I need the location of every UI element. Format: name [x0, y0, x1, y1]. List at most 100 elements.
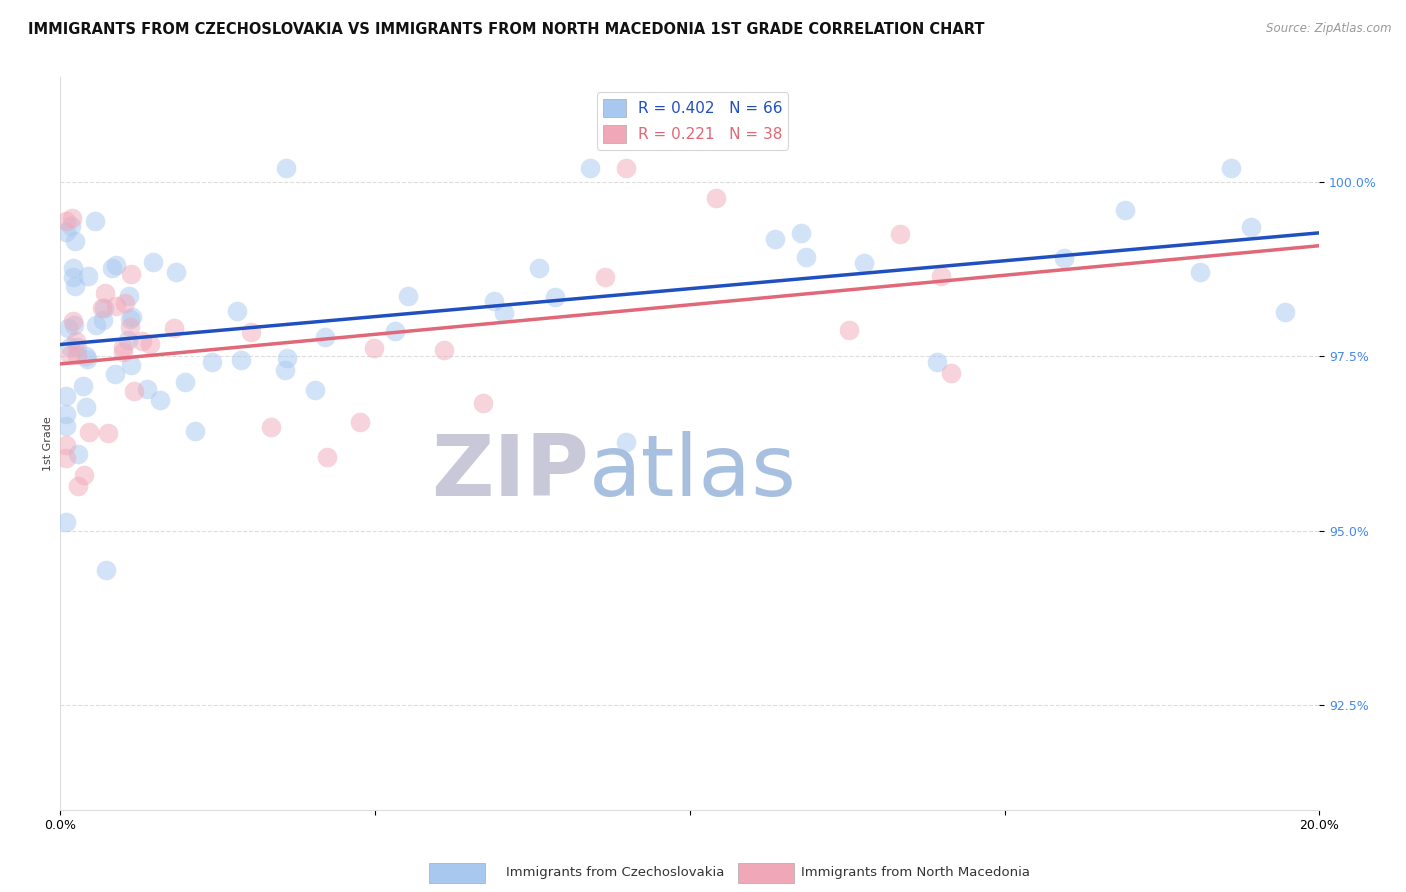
Point [55, 451, 77, 466]
Point [148, 392, 170, 407]
Point [55, 225, 77, 239]
Point [73, 467, 96, 482]
Point [433, 343, 456, 357]
Point [316, 450, 339, 464]
Point [704, 191, 727, 205]
Point [122, 384, 145, 399]
Point [1114, 202, 1136, 217]
Point [55, 418, 77, 433]
Point [616, 434, 638, 449]
Point [77, 425, 100, 439]
Point [75, 349, 97, 363]
Point [118, 289, 141, 303]
Point [59, 340, 82, 354]
Point [66, 348, 89, 362]
Point [790, 226, 813, 240]
Point [60, 211, 83, 225]
Point [1053, 251, 1076, 265]
Point [66, 479, 89, 493]
Point [131, 334, 153, 348]
Point [201, 355, 224, 369]
Point [120, 267, 142, 281]
Point [67, 447, 90, 461]
Point [62, 269, 84, 284]
Point [1189, 265, 1212, 279]
Point [120, 359, 142, 373]
Text: IMMIGRANTS FROM CZECHOSLOVAKIA VS IMMIGRANTS FROM NORTH MACEDONIA 1ST GRADE CORR: IMMIGRANTS FROM CZECHOSLOVAKIA VS IMMIGR… [28, 22, 984, 37]
Point [93, 301, 115, 315]
Point [55, 407, 77, 421]
Point [162, 320, 184, 334]
Point [174, 375, 197, 389]
Point [593, 269, 616, 284]
Point [349, 416, 371, 430]
Point [276, 351, 298, 366]
Point [396, 288, 419, 302]
Point [94, 285, 117, 300]
Point [91, 313, 114, 327]
Point [65, 334, 87, 349]
Point [112, 345, 135, 359]
Point [139, 337, 162, 351]
Point [314, 330, 336, 344]
Point [55, 389, 77, 403]
Point [59, 348, 82, 362]
Point [65, 234, 87, 248]
Point [226, 304, 249, 318]
Point [117, 333, 139, 347]
Text: Immigrants from North Macedonia: Immigrants from North Macedonia [801, 866, 1031, 879]
Point [1219, 161, 1241, 175]
Point [105, 258, 128, 272]
Point [75, 400, 97, 414]
Point [142, 255, 165, 269]
Point [94, 562, 117, 576]
Text: Immigrants from Czechoslovakia: Immigrants from Czechoslovakia [506, 866, 724, 879]
Point [83, 214, 105, 228]
Point [579, 161, 602, 175]
Point [63, 318, 86, 332]
Point [231, 352, 253, 367]
Point [65, 279, 87, 293]
Point [105, 300, 128, 314]
Point [72, 379, 94, 393]
Point [765, 232, 787, 246]
Point [274, 363, 297, 377]
Point [529, 260, 551, 275]
Point [363, 342, 385, 356]
Point [120, 320, 142, 334]
Point [165, 265, 187, 279]
Point [56, 321, 79, 335]
Point [494, 306, 516, 320]
Point [112, 340, 135, 354]
Point [136, 382, 159, 396]
Point [76, 351, 98, 366]
Point [472, 396, 495, 410]
Point [91, 301, 114, 315]
Point [304, 383, 326, 397]
Point [482, 293, 505, 308]
Point [55, 213, 77, 227]
Point [384, 325, 406, 339]
Point [62, 261, 84, 276]
Point [121, 310, 143, 324]
Point [100, 261, 122, 276]
Point [76, 269, 98, 284]
Y-axis label: 1st Grade: 1st Grade [44, 417, 53, 471]
Point [60, 219, 83, 234]
Point [925, 355, 948, 369]
Point [852, 256, 875, 270]
Point [66, 340, 89, 354]
Point [260, 420, 283, 434]
Point [84, 318, 107, 332]
Text: atlas: atlas [589, 432, 797, 515]
Point [1274, 305, 1296, 319]
Text: ZIP: ZIP [432, 432, 589, 515]
Point [929, 269, 952, 284]
Point [114, 295, 136, 310]
Point [239, 325, 262, 339]
Text: Source: ZipAtlas.com: Source: ZipAtlas.com [1267, 22, 1392, 36]
Legend: R = 0.402   N = 66, R = 0.221   N = 38: R = 0.402 N = 66, R = 0.221 N = 38 [596, 93, 789, 150]
Point [544, 290, 567, 304]
Point [62, 314, 84, 328]
Point [794, 250, 817, 264]
